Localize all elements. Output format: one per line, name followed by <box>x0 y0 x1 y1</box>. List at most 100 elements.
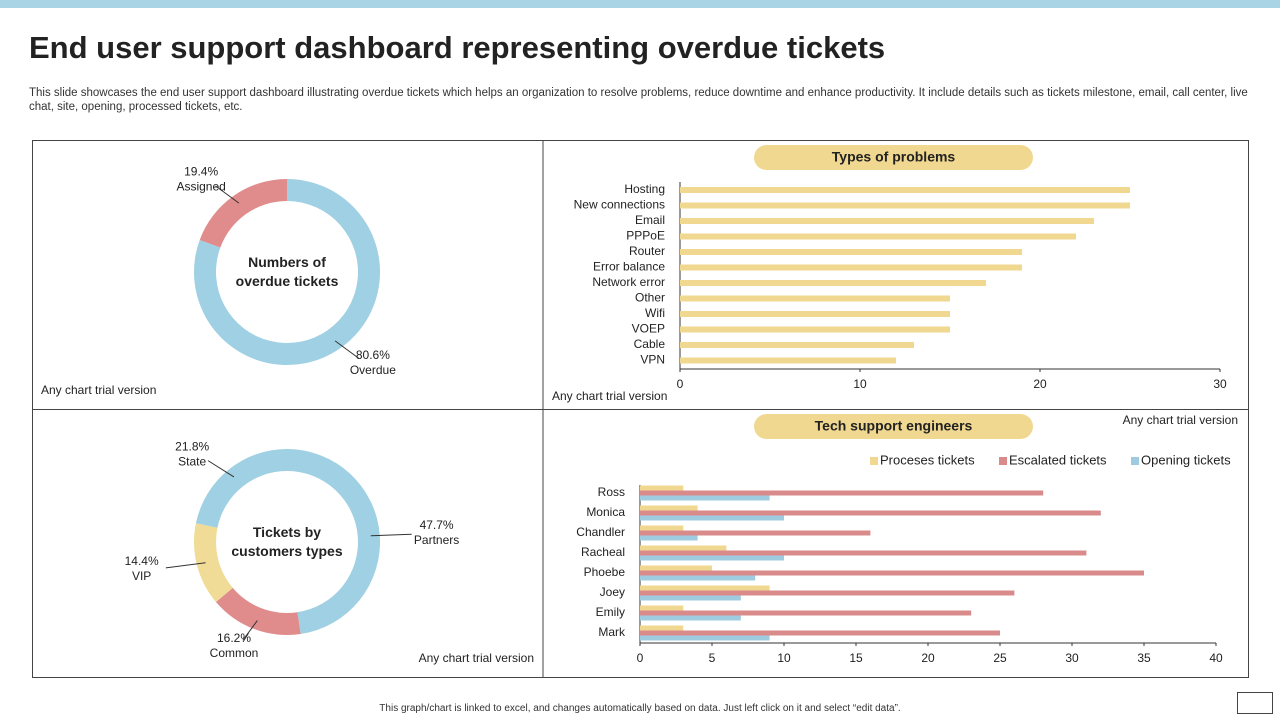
y-tick-label: Monica <box>586 505 625 519</box>
chart-title: Types of problems <box>832 149 956 165</box>
x-tick-label: 30 <box>1065 651 1079 665</box>
donut-segment <box>287 449 380 634</box>
bar <box>640 510 1101 516</box>
y-tick-label: Joey <box>600 585 625 599</box>
bar <box>640 505 698 511</box>
bar <box>640 545 727 551</box>
description: This slide showcases the end user suppor… <box>29 87 1248 113</box>
donut-segment <box>215 587 301 635</box>
legend-swatch <box>1131 457 1139 465</box>
bar <box>640 570 1144 576</box>
slice-value-label: 14.4% <box>125 554 159 568</box>
watermark: Any chart trial version <box>552 389 667 403</box>
slice-value-label: 19.4% <box>184 164 218 178</box>
y-tick-label: Emily <box>596 605 625 619</box>
bar <box>680 326 950 333</box>
y-tick-label: Other <box>635 291 665 305</box>
y-tick-label: VPN <box>640 353 665 367</box>
y-tick-label: Chandler <box>576 525 625 539</box>
bar <box>640 525 684 531</box>
slice-value-label: 80.6% <box>356 348 390 362</box>
donut-center-label: Numbers of overdue tickets <box>235 254 339 289</box>
y-tick-label: Cable <box>634 337 666 351</box>
y-tick-label: Router <box>629 244 665 258</box>
donut-center-label: Tickets by customers types <box>231 524 343 559</box>
legend-swatch <box>870 457 878 465</box>
y-tick-label: Phoebe <box>584 565 626 579</box>
donut-segment <box>195 449 287 528</box>
bar <box>640 610 972 616</box>
bar <box>640 565 712 571</box>
y-tick-label: Racheal <box>581 545 625 559</box>
donut-segment <box>194 523 233 603</box>
leader-line <box>165 562 206 569</box>
x-tick-label: 25 <box>993 651 1007 665</box>
watermark: Any chart trial version <box>41 383 156 397</box>
legend-swatch <box>999 457 1007 465</box>
bar <box>680 264 1022 271</box>
donut-segment <box>199 179 287 248</box>
bar <box>680 357 896 364</box>
leader-line <box>207 460 235 478</box>
y-tick-label: Hosting <box>624 182 665 196</box>
bar <box>640 515 784 521</box>
y-tick-label: VOEP <box>632 322 665 336</box>
x-tick-label: 40 <box>1209 651 1223 665</box>
top-band <box>0 0 1280 8</box>
title-pill <box>754 414 1033 439</box>
leader-line <box>242 620 258 641</box>
x-tick-label: 20 <box>921 651 935 665</box>
bar <box>640 490 1044 496</box>
y-tick-label: Email <box>635 213 665 227</box>
bar <box>680 295 950 302</box>
slice-category-label: Assigned <box>176 179 225 193</box>
legend-label: Opening tickets <box>1141 452 1231 467</box>
slice-category-label: VIP <box>132 569 151 583</box>
bar <box>680 280 986 286</box>
slice-value-label: 21.8% <box>175 439 209 453</box>
bar <box>680 202 1130 209</box>
chart-title: Tech support engineers <box>815 418 973 434</box>
bar <box>640 550 1087 556</box>
y-tick-label: Error balance <box>593 260 665 274</box>
slice-category-label: Partners <box>414 533 459 547</box>
legend-label: Proceses tickets <box>880 452 975 467</box>
y-tick-label: PPPoE <box>626 229 665 243</box>
y-tick-label: Network error <box>592 275 665 289</box>
leader-line <box>334 340 359 359</box>
bar <box>640 575 756 581</box>
bar <box>640 535 698 541</box>
bar <box>680 187 1130 193</box>
x-tick-label: 10 <box>853 377 867 391</box>
title-pill <box>754 145 1033 170</box>
x-tick-label: 35 <box>1137 651 1151 665</box>
x-tick-label: 0 <box>637 651 644 665</box>
y-tick-label: New connections <box>574 198 665 212</box>
bar <box>680 233 1076 240</box>
bar <box>640 625 684 631</box>
icon-box <box>1237 692 1273 714</box>
y-tick-label: Ross <box>598 485 625 499</box>
bar <box>680 342 914 348</box>
x-tick-label: 20 <box>1033 377 1047 391</box>
bar <box>680 218 1094 224</box>
slice-value-label: 47.7% <box>420 518 454 532</box>
bar <box>640 495 770 501</box>
slice-category-label: Overdue <box>350 363 396 377</box>
slice-category-label: State <box>178 454 206 468</box>
footer-note: This graph/chart is linked to excel, and… <box>379 703 901 714</box>
watermark: Any chart trial version <box>419 651 534 665</box>
legend-label: Escalated tickets <box>1009 452 1107 467</box>
bar <box>640 590 1015 596</box>
slice-value-label: 16.2% <box>217 631 251 645</box>
bar <box>640 595 741 601</box>
bar <box>640 485 684 491</box>
bar <box>640 530 871 536</box>
x-tick-label: 15 <box>849 651 863 665</box>
x-tick-label: 5 <box>709 651 716 665</box>
page-title: End user support dashboard representing … <box>29 30 886 65</box>
bar <box>640 630 1000 636</box>
watermark: Any chart trial version <box>1123 413 1238 427</box>
